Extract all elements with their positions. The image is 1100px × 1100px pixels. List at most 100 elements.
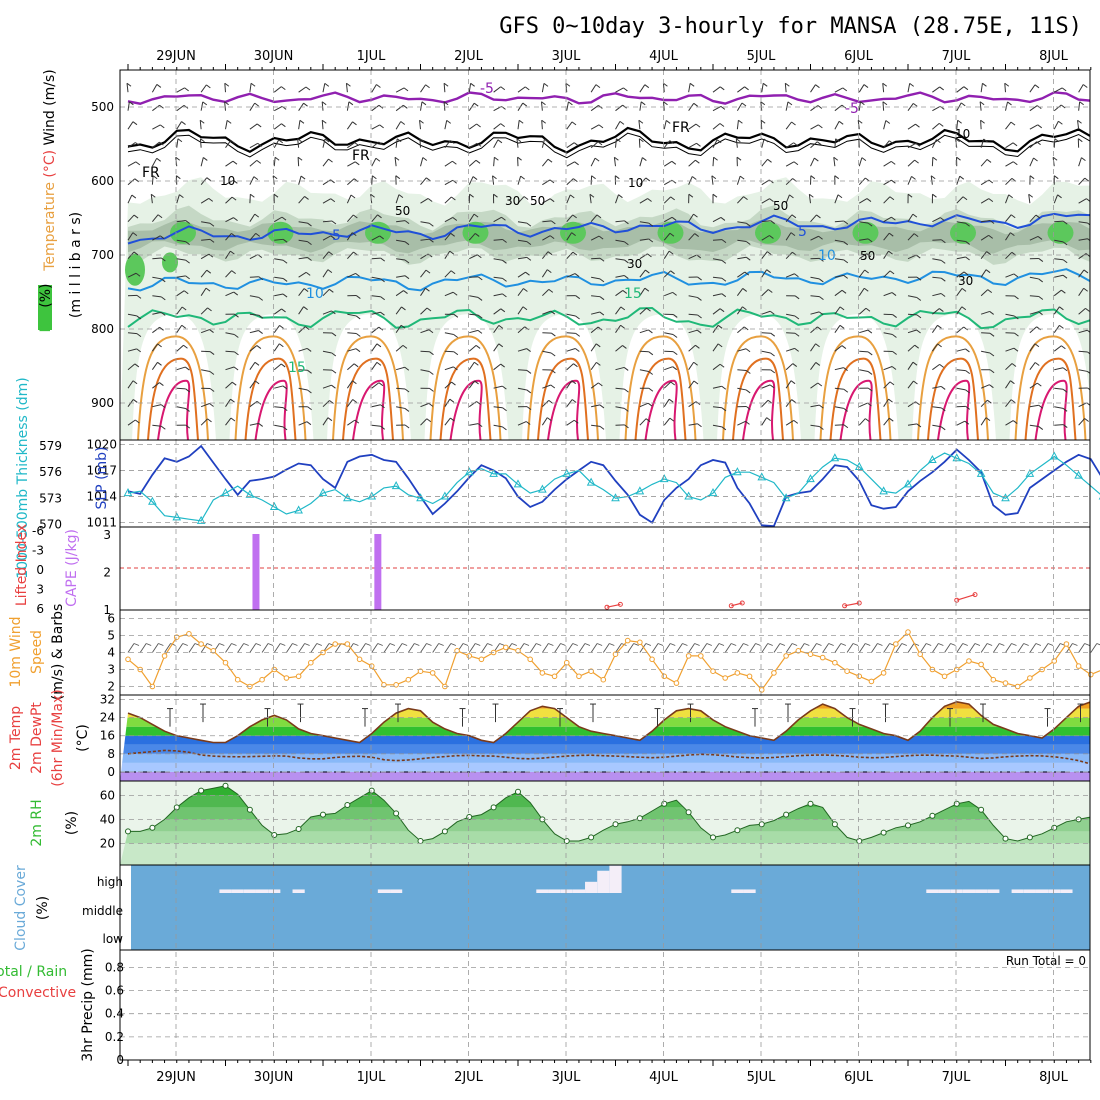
temp-color-band	[120, 771, 1090, 781]
isotherm-warm	[352, 379, 386, 440]
wind10-point	[941, 673, 948, 680]
rh2m-point	[222, 782, 229, 789]
axis-tick-label: 0.2	[105, 1030, 124, 1044]
wind10-point	[710, 668, 716, 675]
cloud-free-bar	[536, 889, 549, 893]
isotherm-minus5	[127, 91, 1090, 105]
rh-moist-cell	[755, 221, 781, 244]
wind10-point	[1063, 641, 1070, 647]
wind10-point	[393, 682, 399, 688]
rh-moist-cell	[1047, 221, 1074, 244]
cloud-free-bar	[1023, 889, 1036, 893]
ylabel-cape: CAPE (J/kg)	[64, 529, 80, 607]
thickness-marker	[1001, 493, 1010, 502]
axis-tick-label: 700	[91, 248, 114, 262]
rh2m-point	[368, 787, 375, 794]
lifted-index-point	[856, 600, 862, 606]
axis-tick-label: 900	[91, 396, 114, 410]
axis-tick-label: 600	[91, 174, 114, 188]
rh2m-point	[1026, 834, 1033, 841]
wind10-point	[356, 656, 363, 663]
rh2m-point	[198, 787, 205, 794]
rh2m-point	[856, 838, 863, 844]
rh-contour-label: 10	[955, 127, 970, 141]
cape-tick: 2	[103, 566, 111, 580]
ylabel-rh: RH (%)	[38, 284, 54, 333]
wind10-point	[588, 668, 594, 675]
temp2m-line	[127, 700, 1090, 744]
axis-tick-label: 0	[116, 1053, 124, 1067]
axis-tick-label: 24	[100, 711, 115, 725]
rh2m-point	[271, 832, 278, 838]
wind10-point	[161, 653, 168, 659]
cloud-level-label: middle	[82, 904, 123, 918]
slp-tick: 1014	[86, 490, 117, 504]
axis-tick-label: 5	[107, 629, 115, 643]
isotherm-freezing-edge	[127, 132, 1090, 159]
wind10-point	[478, 656, 485, 663]
isotherm-warm	[819, 335, 892, 440]
wind10-barbs	[127, 643, 1100, 653]
isotherm-10	[127, 268, 1090, 292]
ylabel-minmax: (6hr Min/Max)	[50, 689, 66, 786]
isotherm-warm	[429, 335, 502, 440]
date-label-top: 8JUL	[1039, 49, 1069, 64]
lifted-index-line	[956, 594, 976, 601]
wind10-point	[454, 648, 460, 654]
thickness-marker	[464, 467, 474, 476]
cloud-free-bar	[585, 881, 598, 893]
lifted-index-point	[604, 604, 610, 610]
wind10-point	[563, 659, 570, 666]
cloud-free-bar	[292, 889, 305, 893]
lifted-index-point	[739, 600, 745, 606]
wind10-point	[746, 673, 753, 680]
wind10-point	[1002, 680, 1009, 686]
wind10-point	[661, 673, 668, 680]
cape-bar	[374, 534, 382, 610]
rh-contour-label: 50	[773, 199, 788, 213]
date-label-top: 2JUL	[454, 49, 484, 64]
date-label-top: 3JUL	[552, 49, 582, 64]
wind10-point	[173, 634, 180, 641]
isotherm-warm	[644, 379, 678, 440]
thickness-marker	[806, 474, 815, 483]
date-label-top: 7JUL	[942, 49, 972, 64]
axis-tick-label: 500	[91, 100, 114, 114]
rh2m-point	[1051, 824, 1058, 831]
lifted-index-point	[972, 592, 978, 598]
isotherm-warm	[527, 335, 599, 440]
rh2m-point	[880, 829, 887, 836]
wind10-point	[222, 659, 229, 666]
date-label-bottom: 6JUL	[844, 1070, 874, 1085]
isotherm-label: FR	[672, 120, 690, 136]
temp-color-band	[120, 762, 1090, 772]
ylabel-slp: SLP (mb)	[94, 446, 110, 509]
axis-tick-label: 0.8	[105, 960, 124, 974]
isotherm-label: 5	[332, 228, 341, 244]
rh2m-point	[612, 821, 619, 828]
ylabel-cloud-unit: (%)	[35, 896, 51, 920]
isotherm-warm	[937, 379, 971, 440]
thickness-marker	[952, 453, 962, 462]
rh-legend-swatch	[38, 285, 52, 330]
thickness-marker	[830, 453, 840, 462]
isotherm-warm	[439, 357, 492, 440]
thickness-marker	[221, 488, 230, 497]
isotherm-warm	[732, 357, 784, 440]
rh2m-point	[685, 809, 692, 816]
rh2m-point	[490, 804, 497, 811]
ylabel-rh2m: 2m RH	[29, 799, 45, 846]
cloud-free-bar	[731, 889, 744, 893]
thickness-tick: 579	[39, 439, 62, 453]
rh2m-point	[710, 834, 716, 841]
wind10-point	[978, 661, 984, 668]
slp-line	[127, 444, 1100, 528]
date-label-bottom: 8JUL	[1039, 1070, 1069, 1085]
cape-bar	[252, 534, 260, 610]
thickness-marker	[562, 468, 572, 477]
rh2m-point	[466, 814, 473, 820]
rh2m-panel	[120, 781, 1090, 865]
axis-tick-label: 8	[107, 747, 115, 761]
isotherm-warm	[254, 379, 288, 440]
